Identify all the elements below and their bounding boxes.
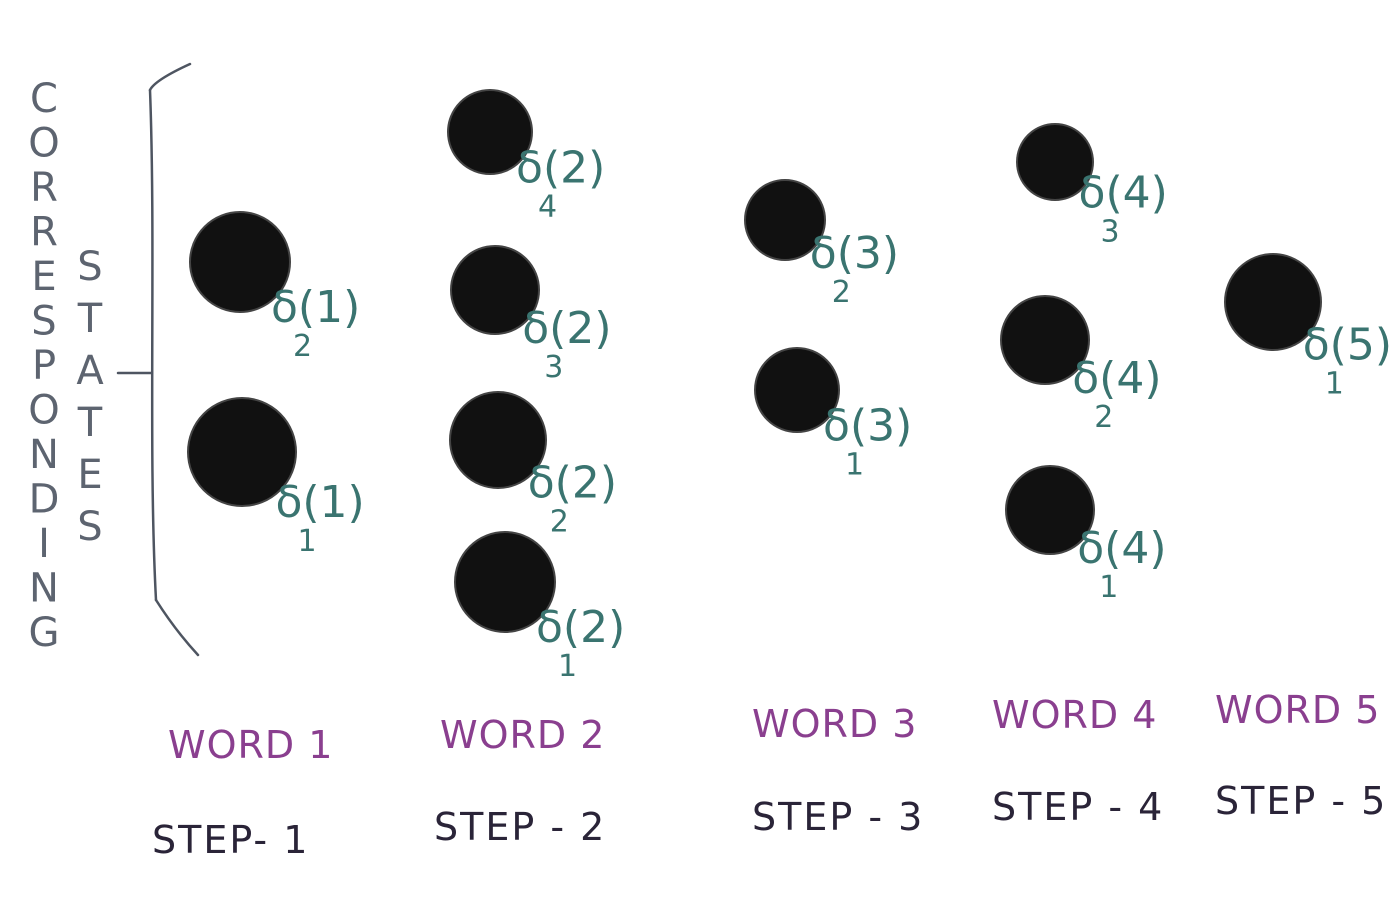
step-label: STEP - 2 <box>434 805 606 849</box>
corresponding-label-letter: C <box>30 76 58 122</box>
state-labels: δ(1)2δ(1)1δ(2)4δ(2)3δ(2)2δ(2)1δ(3)2δ(3)1… <box>271 142 1392 684</box>
state-subscript: 1 <box>845 447 864 482</box>
step-label: STEP- 1 <box>152 818 309 862</box>
state-subscript: 1 <box>1099 570 1118 605</box>
state-label: δ(3) <box>810 228 899 279</box>
states-label-letter: S <box>77 504 102 550</box>
corresponding-label-letter: N <box>29 432 59 478</box>
state-label: δ(2) <box>536 602 625 653</box>
word-label: WORD 3 <box>752 702 917 746</box>
state-subscript: 3 <box>544 350 563 385</box>
state-node <box>447 89 533 175</box>
state-subscript: 4 <box>538 189 557 224</box>
corresponding-label-letter: G <box>29 610 60 656</box>
word-label: WORD 1 <box>168 723 333 767</box>
corresponding-label-letter: E <box>31 254 56 300</box>
state-label: δ(2) <box>528 458 617 509</box>
state-subscript: 1 <box>1325 367 1344 402</box>
state-label: δ(3) <box>823 400 912 451</box>
states-label-letter: E <box>77 452 102 498</box>
corresponding-label-letter: P <box>32 343 56 389</box>
state-label: δ(1) <box>275 477 364 528</box>
states-label-letter: A <box>76 348 104 394</box>
state-node <box>744 179 826 261</box>
state-node <box>754 347 840 433</box>
state-node <box>454 531 556 633</box>
state-node <box>450 245 540 335</box>
state-subscript: 1 <box>297 524 316 559</box>
left-bracket <box>116 62 200 657</box>
corresponding-label-letter: R <box>30 165 58 211</box>
states-label-letter: T <box>77 400 103 446</box>
corresponding-label-letter: R <box>30 210 58 256</box>
corresponding-label-letter: S <box>31 299 56 345</box>
state-label: δ(2) <box>522 303 611 354</box>
state-node <box>1000 295 1090 385</box>
state-subscript: 2 <box>1094 400 1113 435</box>
word-label: WORD 2 <box>440 713 605 757</box>
step-label: STEP - 4 <box>992 785 1164 829</box>
state-nodes <box>187 89 1322 633</box>
state-node <box>1016 123 1094 201</box>
word-label: WORD 4 <box>992 693 1157 737</box>
state-node <box>1005 465 1095 555</box>
states-label-letter: T <box>77 296 103 342</box>
state-label: δ(5) <box>1303 320 1392 371</box>
state-node <box>1224 253 1322 351</box>
word-label: WORD 5 <box>1215 688 1380 732</box>
states-label-letter: S <box>77 244 102 290</box>
column-labels: WORD 1 STEP- 1 WORD 2 STEP - 2 WORD 3 STEP - … <box>152 688 1387 862</box>
state-node <box>189 211 291 313</box>
state-label: δ(4) <box>1079 168 1168 219</box>
step-label: STEP - 5 <box>1215 779 1387 823</box>
state-subscript: 2 <box>832 275 851 310</box>
corresponding-label-letter: I <box>38 521 50 567</box>
state-subscript: 2 <box>550 505 569 540</box>
state-subscript: 2 <box>293 329 312 364</box>
state-node <box>449 391 547 489</box>
state-subscript: 3 <box>1101 215 1120 250</box>
state-subscript: 1 <box>558 649 577 684</box>
corresponding-label-letter: O <box>28 121 59 167</box>
corresponding-label-letter: O <box>28 388 59 434</box>
state-label: δ(2) <box>516 142 605 193</box>
state-label: δ(4) <box>1077 523 1166 574</box>
corresponding-label-letter: N <box>29 566 59 612</box>
state-label: δ(4) <box>1072 353 1161 404</box>
state-node <box>187 397 297 507</box>
step-label: STEP - 3 <box>752 795 924 839</box>
corresponding-label-letter: D <box>29 477 60 523</box>
state-label: δ(1) <box>271 282 360 333</box>
